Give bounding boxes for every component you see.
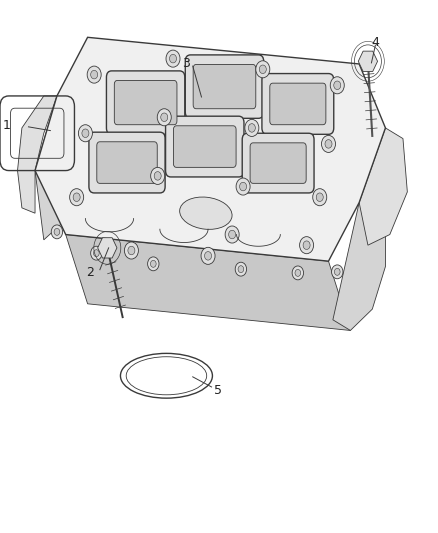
- Text: 4: 4: [371, 36, 379, 49]
- Circle shape: [166, 50, 180, 67]
- Circle shape: [161, 113, 168, 122]
- FancyBboxPatch shape: [97, 142, 157, 183]
- Circle shape: [235, 262, 247, 276]
- FancyBboxPatch shape: [173, 126, 236, 167]
- Polygon shape: [35, 37, 385, 261]
- Circle shape: [170, 54, 177, 63]
- Circle shape: [225, 226, 239, 243]
- Circle shape: [54, 229, 60, 236]
- Circle shape: [157, 109, 171, 126]
- Text: 1: 1: [3, 119, 11, 132]
- Circle shape: [154, 172, 161, 180]
- FancyBboxPatch shape: [89, 132, 165, 193]
- FancyBboxPatch shape: [106, 71, 185, 134]
- Circle shape: [238, 266, 244, 273]
- Circle shape: [73, 193, 80, 201]
- Circle shape: [78, 125, 92, 142]
- Circle shape: [150, 260, 156, 267]
- Ellipse shape: [180, 197, 232, 229]
- Polygon shape: [333, 128, 385, 330]
- Circle shape: [151, 167, 165, 184]
- Polygon shape: [358, 51, 378, 71]
- Circle shape: [87, 66, 101, 83]
- Circle shape: [91, 246, 102, 260]
- Circle shape: [321, 135, 336, 152]
- Circle shape: [295, 270, 300, 276]
- Circle shape: [70, 189, 84, 206]
- Polygon shape: [359, 128, 407, 245]
- FancyBboxPatch shape: [242, 133, 314, 193]
- Circle shape: [82, 129, 89, 138]
- Circle shape: [335, 269, 340, 275]
- Circle shape: [205, 252, 212, 260]
- Circle shape: [128, 246, 135, 255]
- Circle shape: [330, 77, 344, 94]
- FancyBboxPatch shape: [250, 143, 306, 183]
- Circle shape: [94, 249, 99, 257]
- Circle shape: [248, 124, 255, 132]
- Text: 5: 5: [214, 384, 222, 397]
- Text: 2: 2: [86, 266, 94, 279]
- FancyBboxPatch shape: [166, 116, 244, 177]
- Circle shape: [245, 119, 259, 136]
- Polygon shape: [98, 238, 117, 258]
- Circle shape: [303, 241, 310, 249]
- Circle shape: [240, 182, 247, 191]
- Circle shape: [148, 257, 159, 271]
- Circle shape: [332, 265, 343, 279]
- FancyBboxPatch shape: [270, 83, 326, 125]
- Circle shape: [259, 65, 266, 74]
- FancyBboxPatch shape: [185, 55, 264, 118]
- FancyBboxPatch shape: [262, 74, 334, 134]
- Circle shape: [201, 247, 215, 264]
- Text: 3: 3: [182, 58, 190, 70]
- Circle shape: [256, 61, 270, 78]
- Circle shape: [229, 230, 236, 239]
- Polygon shape: [35, 96, 66, 240]
- Circle shape: [51, 225, 63, 239]
- Polygon shape: [18, 96, 57, 213]
- Circle shape: [334, 81, 341, 90]
- FancyBboxPatch shape: [114, 80, 177, 125]
- Circle shape: [316, 193, 323, 201]
- Polygon shape: [66, 235, 350, 330]
- Circle shape: [300, 237, 314, 254]
- Circle shape: [325, 140, 332, 148]
- Circle shape: [91, 70, 98, 79]
- FancyBboxPatch shape: [193, 64, 256, 109]
- Circle shape: [313, 189, 327, 206]
- Circle shape: [236, 178, 250, 195]
- Circle shape: [292, 266, 304, 280]
- Circle shape: [124, 242, 138, 259]
